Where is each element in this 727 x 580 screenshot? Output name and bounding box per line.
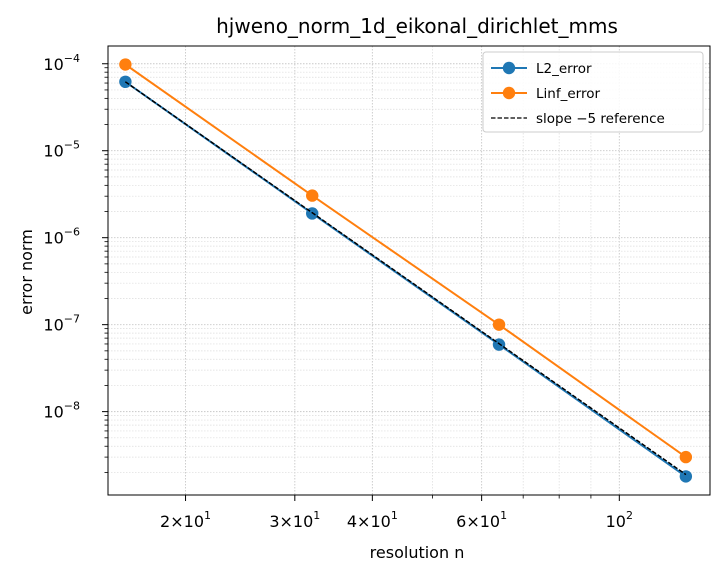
data-point xyxy=(679,450,693,464)
x-tick-label: 6×101 xyxy=(456,509,507,531)
axes: 2×101 3×101 4×101 6×101 102 10−4 10−5 10−6 10−7 1… xyxy=(43,45,711,531)
y-tick-label: 10−7 xyxy=(43,313,80,335)
chart-title: hjweno_norm_1d_eikonal_dirichlet_mms xyxy=(216,14,618,38)
data-point xyxy=(492,318,506,331)
x-tick-label: 3×101 xyxy=(269,509,320,531)
legend-marker xyxy=(502,86,516,100)
legend-label: Linf_error xyxy=(536,86,600,102)
data-point xyxy=(119,58,132,71)
y-tick-label: 10−8 xyxy=(43,400,80,422)
x-axis-label: resolution n xyxy=(370,543,465,562)
plot-frame xyxy=(107,45,711,496)
x-tick-label: 102 xyxy=(606,509,633,531)
reference-line xyxy=(125,81,687,476)
legend-box xyxy=(482,51,704,133)
legend-label: slope −5 reference xyxy=(536,111,665,127)
series-line xyxy=(124,63,687,458)
legend-marker xyxy=(502,61,516,75)
data-point xyxy=(306,189,319,202)
x-tick-label: 4×101 xyxy=(347,509,398,531)
x-tick-label: 2×101 xyxy=(160,509,211,531)
y-tick-label: 10−6 xyxy=(43,226,80,248)
series-layer xyxy=(119,58,693,483)
y-tick-label: 10−5 xyxy=(43,139,80,161)
y-axis-label: error norm xyxy=(17,229,36,315)
data-point xyxy=(679,470,693,483)
y-tick-label: 10−4 xyxy=(43,52,80,74)
legend-label: L2_error xyxy=(536,61,592,77)
